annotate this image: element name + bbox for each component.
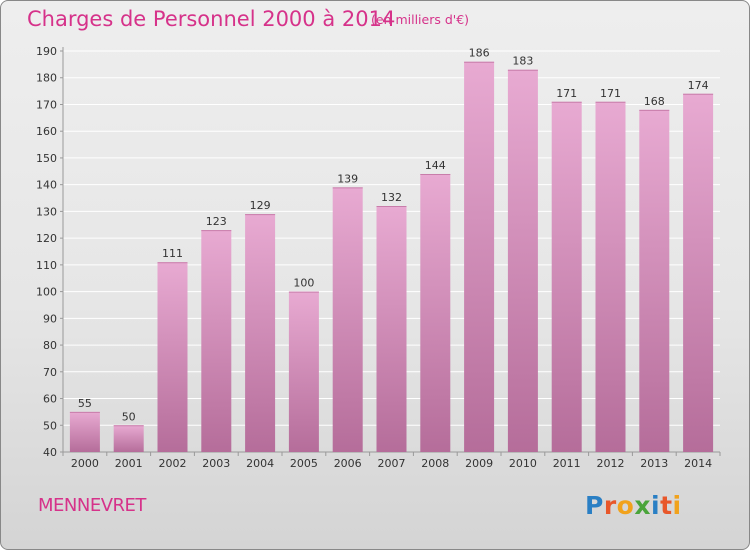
y-tick-label: 190	[36, 45, 57, 58]
data-label: 144	[425, 159, 446, 172]
bar	[639, 109, 670, 453]
bar	[201, 230, 232, 452]
x-tick-label: 2007	[378, 457, 406, 470]
bar	[245, 214, 276, 452]
bar	[376, 206, 407, 452]
x-tick-label: 2014	[684, 457, 712, 470]
bar	[595, 101, 626, 452]
data-label: 50	[122, 410, 136, 423]
data-label: 55	[78, 397, 92, 410]
data-label: 139	[337, 172, 358, 185]
y-tick-label: 40	[43, 446, 57, 459]
data-label: 171	[556, 87, 577, 100]
bars	[69, 61, 714, 453]
logo-letter: x	[634, 491, 651, 520]
data-label: 132	[381, 191, 402, 204]
x-tick-label: 2012	[597, 457, 625, 470]
y-tick-label: 60	[43, 393, 57, 406]
logo-letter: o	[616, 491, 635, 520]
bar	[507, 69, 538, 453]
x-tick-label: 2001	[115, 457, 143, 470]
y-tick-label: 180	[36, 72, 57, 85]
data-label: 183	[512, 55, 533, 68]
bar	[288, 291, 319, 452]
commune-name: MENNEVRET	[38, 495, 146, 516]
logo-letter: i	[672, 491, 682, 520]
x-tick-label: 2009	[465, 457, 493, 470]
x-tick-label: 2011	[553, 457, 581, 470]
x-tick-label: 2008	[421, 457, 449, 470]
bar	[464, 61, 495, 453]
bar	[683, 93, 714, 453]
x-tick-label: 2002	[159, 457, 187, 470]
y-tick-label: 130	[36, 205, 57, 218]
x-tick-label: 2004	[246, 457, 274, 470]
bar	[69, 411, 100, 452]
x-tick-label: 2000	[71, 457, 99, 470]
x-tick-label: 2006	[334, 457, 362, 470]
data-label: 123	[206, 215, 227, 228]
y-tick-label: 170	[36, 98, 57, 111]
data-label: 168	[644, 95, 665, 108]
y-tick-label: 100	[36, 286, 57, 299]
data-label: 100	[293, 277, 314, 290]
bar	[332, 187, 363, 452]
data-label: 186	[469, 47, 490, 60]
y-tick-label: 80	[43, 339, 57, 352]
y-tick-label: 120	[36, 232, 57, 245]
bar	[113, 425, 144, 452]
y-tick-label: 150	[36, 152, 57, 165]
x-tick-label: 2010	[509, 457, 537, 470]
data-label: 171	[600, 87, 621, 100]
logo-letter: i	[651, 491, 661, 520]
bar	[157, 262, 188, 452]
logo-letter: t	[660, 491, 673, 520]
chart-title: Charges de Personnel 2000 à 2014	[27, 7, 396, 31]
proxiti-logo: Proxiti	[585, 491, 682, 520]
logo-letter: P	[585, 491, 604, 520]
data-labels: 55 50 111 123 129 100 139 132 144 186 183 171 171 168…	[78, 47, 709, 424]
x-tick-label: 2005	[290, 457, 318, 470]
axes: 40 50 60 70 80 90 100 110 120 130 140 150 160 170 180 1…	[36, 45, 721, 470]
bar	[420, 173, 451, 452]
data-label: 129	[250, 199, 271, 212]
data-label: 111	[162, 247, 183, 260]
y-tick-label: 140	[36, 179, 57, 192]
x-tick-label: 2003	[202, 457, 230, 470]
y-tick-label: 70	[43, 366, 57, 379]
logo-letter: r	[603, 491, 617, 520]
y-tick-label: 110	[36, 259, 57, 272]
x-tick-label: 2013	[640, 457, 668, 470]
y-tick-label: 160	[36, 125, 57, 138]
y-tick-label: 90	[43, 312, 57, 325]
chart-subtitle: (en milliers d'€)	[371, 12, 470, 27]
data-label: 174	[688, 79, 709, 92]
bar	[551, 101, 582, 452]
y-tick-label: 50	[43, 419, 57, 432]
